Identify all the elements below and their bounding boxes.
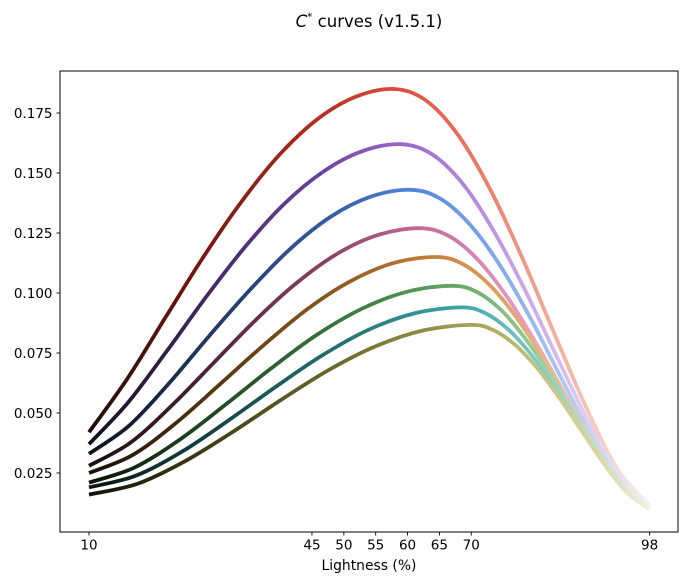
axes-spines xyxy=(59,70,679,533)
curve-blue xyxy=(87,187,651,509)
x-tick-label: 65 xyxy=(431,538,448,554)
x-tick-label: 10 xyxy=(80,538,97,554)
x-tick-label: 45 xyxy=(303,538,320,554)
x-tick-label: 60 xyxy=(399,538,416,554)
x-axis-label: Lightness (%) xyxy=(322,558,417,574)
curve-olive xyxy=(88,323,651,511)
y-tick-label: 0.100 xyxy=(14,286,53,302)
curves-layer xyxy=(87,86,652,511)
ticks-layer xyxy=(56,112,651,536)
curve-purple xyxy=(87,142,651,508)
y-tick-label: 0.150 xyxy=(14,166,53,182)
y-tick-label: 0.075 xyxy=(14,346,53,362)
y-tick-label: 0.025 xyxy=(14,466,53,482)
curve-green xyxy=(88,283,651,510)
x-tick-label: 50 xyxy=(335,538,352,554)
y-tick-label: 0.050 xyxy=(14,406,53,422)
tick-labels-layer: 10 45 50 55 60 65 70 98 0.025 0.050 0.075 0.100 0.12… xyxy=(14,106,658,554)
x-tick-label: 98 xyxy=(641,538,658,554)
x-tick-label: 70 xyxy=(463,538,480,554)
chart-title: C* curves (v1.5.1) xyxy=(296,12,443,32)
y-tick-label: 0.175 xyxy=(14,106,53,122)
y-tick-label: 0.125 xyxy=(14,226,53,242)
curve-red xyxy=(87,86,652,507)
x-tick-label: 55 xyxy=(367,538,384,554)
